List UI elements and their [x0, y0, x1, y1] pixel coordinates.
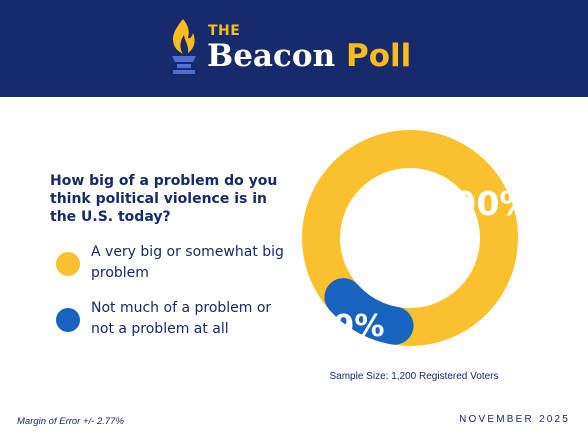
legend-label-big-problem: A very big or somewhat big problem — [91, 244, 284, 281]
header-banner: THE Beacon Poll — [0, 0, 588, 97]
torch-icon — [172, 19, 196, 74]
logo-the: THE — [208, 23, 241, 39]
legend-dot-big-problem — [56, 252, 80, 276]
slice-not-a-problem — [324, 278, 414, 345]
data-label-not-a-problem: 9% — [334, 309, 385, 344]
donut-chart: 90% 9% — [302, 130, 533, 346]
legend-label-not-a-problem: Not much of a problem or not a problem a… — [91, 300, 272, 337]
logo-beacon: Beacon — [207, 38, 336, 74]
poll-date: NOVEMBER 2025 — [459, 414, 570, 425]
data-label-big-problem: 90% — [454, 184, 533, 223]
chart-title: How big of a problem do you think politi… — [50, 173, 278, 225]
logo-poll: Poll — [346, 38, 412, 74]
margin-of-error: Margin of Error +/- 2.77% — [17, 416, 124, 427]
sample-size: Sample Size: 1,200 Registered Voters — [329, 371, 499, 382]
legend-dot-not-a-problem — [56, 308, 80, 332]
